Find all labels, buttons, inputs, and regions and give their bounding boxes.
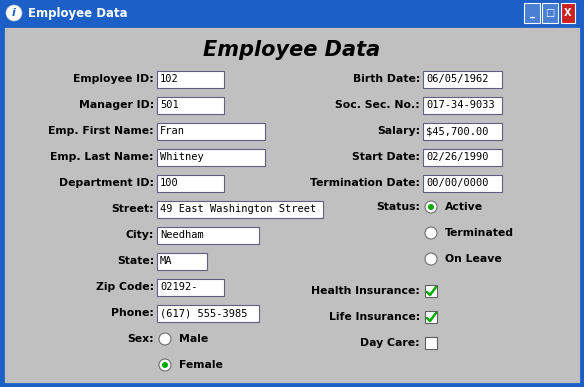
Text: Soc. Sec. No.:: Soc. Sec. No.: [335, 100, 420, 110]
FancyBboxPatch shape [524, 3, 540, 23]
FancyBboxPatch shape [157, 149, 265, 166]
Text: Zip Code:: Zip Code: [96, 282, 154, 292]
FancyBboxPatch shape [423, 123, 502, 139]
FancyBboxPatch shape [157, 123, 265, 139]
Text: 02192-: 02192- [160, 282, 197, 292]
Text: Department ID:: Department ID: [59, 178, 154, 188]
Circle shape [428, 204, 434, 210]
Text: Female: Female [179, 360, 223, 370]
Text: 102: 102 [160, 74, 179, 84]
Circle shape [425, 253, 437, 265]
FancyBboxPatch shape [157, 279, 224, 296]
Text: X: X [564, 8, 572, 18]
FancyBboxPatch shape [425, 311, 437, 323]
Text: Birth Date:: Birth Date: [353, 74, 420, 84]
Text: 00/00/0000: 00/00/0000 [426, 178, 488, 188]
Text: Life Insurance:: Life Insurance: [329, 312, 420, 322]
Text: Day Care:: Day Care: [360, 338, 420, 348]
FancyBboxPatch shape [3, 26, 581, 384]
FancyBboxPatch shape [157, 252, 207, 269]
Text: Status:: Status: [376, 202, 420, 212]
Text: Whitney: Whitney [160, 152, 204, 162]
Text: 100: 100 [160, 178, 179, 188]
Circle shape [425, 201, 437, 213]
Text: Active: Active [445, 202, 483, 212]
Text: MA: MA [160, 256, 172, 266]
Text: On Leave: On Leave [445, 254, 502, 264]
Text: Emp. Last Name:: Emp. Last Name: [50, 152, 154, 162]
FancyBboxPatch shape [423, 96, 502, 113]
Text: Health Insurance:: Health Insurance: [311, 286, 420, 296]
Text: Salary:: Salary: [377, 126, 420, 136]
Text: Employee Data: Employee Data [203, 40, 381, 60]
Text: Employee ID:: Employee ID: [73, 74, 154, 84]
Text: Manager ID:: Manager ID: [79, 100, 154, 110]
FancyBboxPatch shape [157, 200, 324, 217]
Text: □: □ [545, 8, 555, 18]
Text: Needham: Needham [160, 230, 204, 240]
Text: State:: State: [117, 256, 154, 266]
Text: Male: Male [179, 334, 208, 344]
Circle shape [162, 362, 168, 368]
Text: $45,700.00: $45,700.00 [426, 126, 488, 136]
FancyBboxPatch shape [561, 3, 575, 23]
Circle shape [159, 359, 171, 371]
Text: Termination Date:: Termination Date: [310, 178, 420, 188]
Text: City:: City: [126, 230, 154, 240]
Circle shape [425, 227, 437, 239]
Text: Sex:: Sex: [127, 334, 154, 344]
FancyBboxPatch shape [542, 3, 558, 23]
Circle shape [6, 5, 22, 21]
Text: Phone:: Phone: [111, 308, 154, 318]
Text: (617) 555-3985: (617) 555-3985 [160, 308, 248, 318]
FancyBboxPatch shape [423, 149, 502, 166]
Text: Start Date:: Start Date: [352, 152, 420, 162]
FancyBboxPatch shape [157, 305, 259, 322]
Text: Street:: Street: [112, 204, 154, 214]
FancyBboxPatch shape [157, 175, 224, 192]
FancyBboxPatch shape [425, 285, 437, 297]
FancyBboxPatch shape [423, 175, 502, 192]
Text: Employee Data: Employee Data [28, 7, 128, 19]
FancyBboxPatch shape [157, 96, 224, 113]
Text: Emp. First Name:: Emp. First Name: [48, 126, 154, 136]
Text: 017-34-9033: 017-34-9033 [426, 100, 495, 110]
Circle shape [159, 333, 171, 345]
Text: _: _ [530, 8, 534, 18]
FancyBboxPatch shape [157, 226, 259, 243]
Text: 501: 501 [160, 100, 179, 110]
FancyBboxPatch shape [425, 337, 437, 349]
FancyBboxPatch shape [157, 70, 224, 87]
FancyBboxPatch shape [423, 70, 502, 87]
Text: Terminated: Terminated [445, 228, 514, 238]
Text: 06/05/1962: 06/05/1962 [426, 74, 488, 84]
Text: Fran: Fran [160, 126, 185, 136]
Text: i: i [12, 8, 16, 18]
Text: 02/26/1990: 02/26/1990 [426, 152, 488, 162]
Text: 49 East Washington Street: 49 East Washington Street [160, 204, 317, 214]
FancyBboxPatch shape [2, 2, 582, 24]
